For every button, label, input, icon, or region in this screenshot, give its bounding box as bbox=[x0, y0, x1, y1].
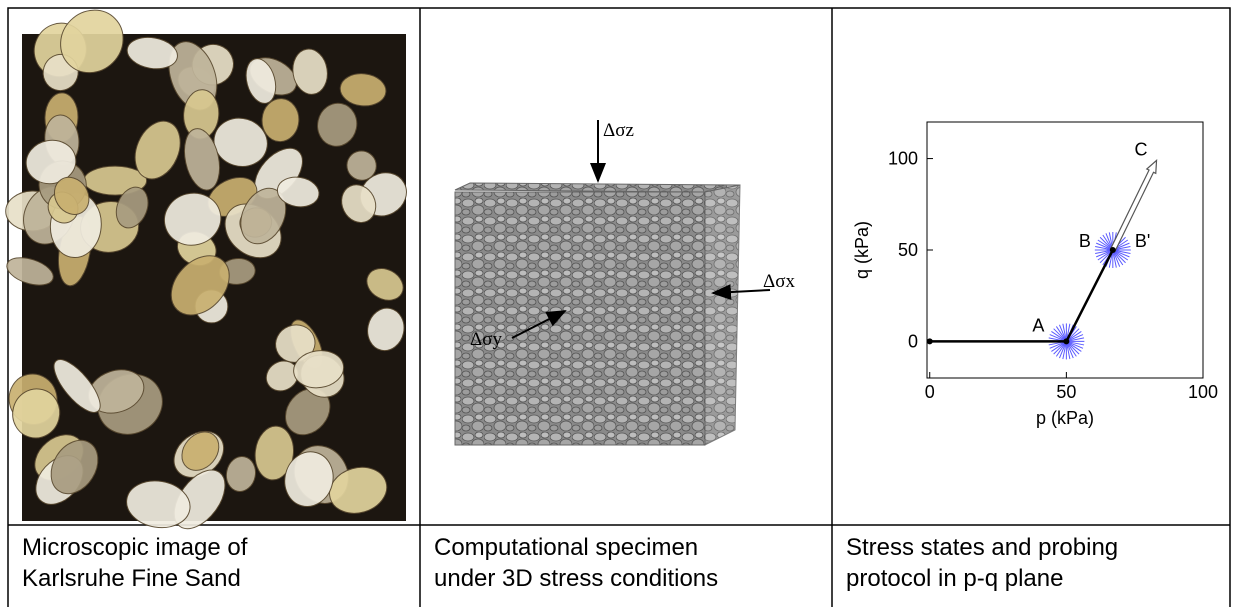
caption-line: Computational specimen bbox=[434, 532, 718, 563]
x-axis-label: p (kPa) bbox=[1036, 408, 1094, 428]
specimen: Δσz Δσx Δσy bbox=[455, 120, 795, 445]
x-tick-label: 0 bbox=[925, 382, 935, 402]
y-axis-label: q (kPa) bbox=[852, 221, 872, 279]
caption-line: Stress states and probing bbox=[846, 532, 1118, 563]
annotation: B bbox=[1079, 231, 1091, 251]
stress-point bbox=[927, 338, 933, 344]
stress-label: Δσx bbox=[763, 271, 795, 292]
annotation: B' bbox=[1135, 231, 1150, 251]
annotation: A bbox=[1032, 315, 1044, 335]
figure: Δσz Δσx Δσy 0 50 100 0 50 100 p (kPa) q (kPa) A B… bbox=[0, 0, 1239, 607]
stress-point bbox=[1110, 247, 1116, 253]
y-tick-label: 50 bbox=[898, 240, 918, 260]
stress-label: Δσy bbox=[470, 329, 502, 350]
caption-line: Microscopic image of bbox=[22, 532, 247, 563]
pq-chart: 0 50 100 0 50 100 p (kPa) q (kPa) A B B' C bbox=[852, 122, 1218, 428]
y-tick-label: 0 bbox=[908, 331, 918, 351]
page: Δσz Δσx Δσy 0 50 100 0 50 100 p (kPa) q (kPa) A B… bbox=[0, 0, 1239, 607]
sand-photo bbox=[3, 0, 414, 538]
caption-line: protocol in p-q plane bbox=[846, 563, 1118, 594]
stress-point bbox=[1063, 338, 1069, 344]
stress-label: Δσz bbox=[603, 120, 634, 141]
annotation: C bbox=[1135, 139, 1148, 159]
y-tick-label: 100 bbox=[888, 149, 918, 169]
x-tick-label: 50 bbox=[1056, 382, 1076, 402]
caption-line: under 3D stress conditions bbox=[434, 563, 718, 594]
x-tick-label: 100 bbox=[1188, 382, 1218, 402]
caption-line: Karlsruhe Fine Sand bbox=[22, 563, 247, 594]
stress-path bbox=[930, 250, 1113, 341]
